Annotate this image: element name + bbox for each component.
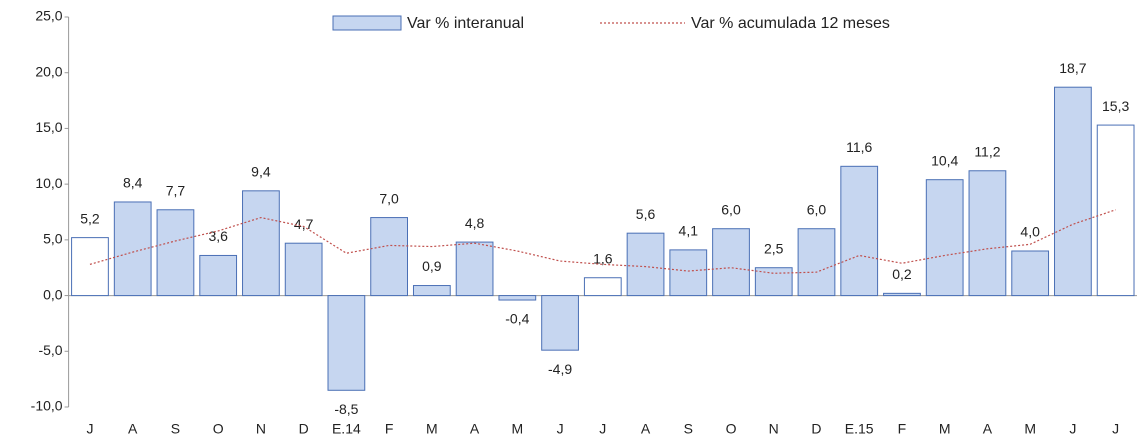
x-tick-label: M [939,421,951,437]
value-label: 4,7 [294,216,314,232]
value-label: 3,6 [208,228,228,244]
x-tick-label: J [1069,421,1076,437]
bar [327,295,366,391]
x-tick-label: D [811,421,821,437]
line [89,209,1116,274]
x-tick-label: A [128,421,138,437]
x-tick-label: S [684,421,693,437]
x-tick-label: J [599,421,606,437]
x-tick-label: N [769,421,779,437]
bar [754,267,793,297]
value-label: 15,3 [1102,98,1129,114]
x-tick-label: A [641,421,651,437]
bar [669,249,708,297]
bar [455,241,494,297]
y-tick-label: 20,0 [35,63,62,79]
value-label: 18,7 [1059,60,1086,76]
bar [583,277,622,297]
value-label: 6,0 [721,201,741,217]
bar [1011,250,1050,297]
bar [284,242,323,297]
x-tick-label: J [557,421,564,437]
legend-label: Var % interanual [407,15,524,32]
value-label: 4,0 [1020,224,1040,240]
bar [370,217,408,297]
value-label: 5,2 [80,210,100,226]
bar [199,254,238,297]
value-label: -8,5 [334,401,358,417]
x-tick-label: E.15 [845,421,874,437]
x-tick-label: M [511,421,523,437]
y-tick-label: 10,0 [35,175,62,191]
value-label: 5,6 [636,206,656,222]
value-label: 10,4 [931,152,958,168]
value-label: -4,9 [548,361,572,377]
bar [712,228,750,297]
bar [797,228,836,297]
y-tick-label: 25,0 [35,8,62,24]
bar [840,165,879,297]
y-tick-label: 5,0 [43,231,63,247]
value-label: 7,0 [379,190,399,206]
bar [925,179,964,297]
x-tick-label: N [256,421,266,437]
bar [412,285,451,297]
bar [242,190,280,297]
value-label: 9,4 [251,164,271,180]
bar [156,209,195,297]
x-tick-label: D [299,421,309,437]
value-label: -0,4 [505,311,529,327]
x-tick-label: S [171,421,180,437]
bar [1054,86,1092,297]
x-tick-label: M [1024,421,1036,437]
bar [883,292,921,297]
y-tick-label: 0,0 [43,286,63,302]
value-label: 6,0 [807,201,827,217]
x-tick-label: A [470,421,480,437]
x-tick-label: F [898,421,907,437]
x-tick-label: A [983,421,993,437]
value-label: 11,2 [974,143,1000,159]
x-tick-label: J [1112,421,1119,437]
value-label: 11,6 [846,139,872,155]
legend-label: Var % acumulada 12 meses [691,15,890,32]
value-label: 0,9 [422,258,442,274]
bar [71,237,109,297]
value-label: 4,1 [679,223,699,239]
x-tick-label: J [86,421,93,437]
bar [498,295,537,301]
y-tick-label: 15,0 [35,119,62,135]
bar [541,295,579,351]
value-label: 0,2 [892,266,912,282]
legend-swatch [332,15,402,31]
value-label: 1,6 [593,250,613,266]
y-tick-label: -10,0 [31,398,63,414]
x-tick-label: M [426,421,438,437]
x-tick-label: E.14 [332,421,361,437]
value-label: 7,7 [166,182,186,198]
x-tick-label: O [726,421,737,437]
bar [968,170,1007,297]
x-tick-label: F [385,421,394,437]
y-tick-label: -5,0 [38,342,62,358]
x-tick-label: O [213,421,224,437]
value-label: 4,8 [465,215,485,231]
value-label: 8,4 [123,175,143,191]
value-label: 2,5 [764,240,784,256]
bar [626,232,665,297]
